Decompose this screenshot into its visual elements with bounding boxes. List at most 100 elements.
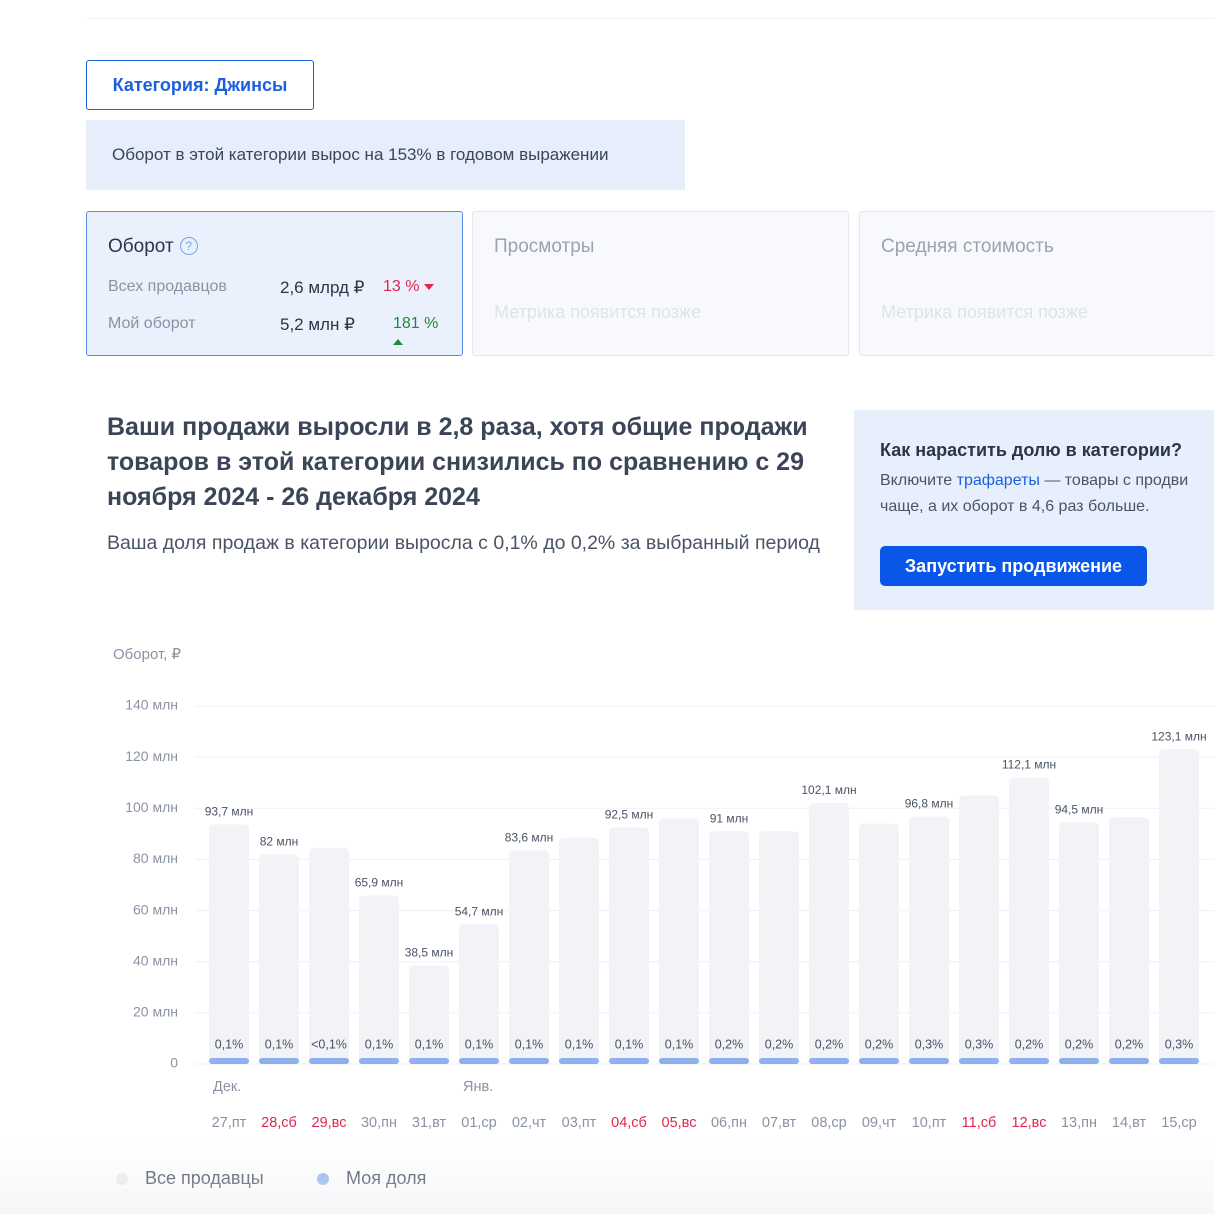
month-label: Дек. [213,1079,241,1095]
share-label: 0,2% [1065,1037,1094,1051]
share-label: 0,2% [1115,1037,1144,1051]
y-tick-label: 140 млн [125,697,178,713]
card-note: Метрика появится позже [494,302,701,322]
promo-box: Как нарастить долю в категории? Включите… [854,410,1214,610]
x-tick-label: 13,пн [1061,1115,1097,1131]
promo-text-part: Включите [880,472,957,489]
change-text: 181 % [393,315,439,332]
share-pill [959,1058,999,1064]
share-pill [909,1058,949,1064]
legend-marker [317,1173,329,1185]
share-pill [359,1058,399,1064]
subheadline: Ваша доля продаж в категории выросла с 0… [107,532,820,554]
x-tick-label: 11,сб [962,1115,997,1131]
change-text: 13 % [383,278,420,295]
metric-label: Всех продавцов [108,278,227,295]
metric-change: 13 % [383,278,434,296]
share-pill [759,1058,799,1064]
bar [309,847,349,1064]
value-label: 92,5 млн [605,808,654,822]
share-pill [709,1058,749,1064]
y-tick-label: 120 млн [125,748,178,764]
x-tick-label: 15,ср [1161,1115,1196,1131]
metric-change: 181 % [393,315,448,351]
bar [709,831,749,1064]
bar [909,816,949,1064]
views-card[interactable]: Просмотры Метрика появится позже [472,211,849,356]
legend-marker [116,1173,128,1185]
x-tick-label: 02,чт [512,1115,547,1131]
bar [409,965,449,1064]
y-axis-title: Оборот, ₽ [113,646,181,663]
x-tick-label: 14,вт [1112,1115,1147,1131]
y-tick-label: 80 млн [133,850,178,866]
promo-text: чаще, а их оборот в 4,6 раз больше. [880,498,1150,515]
metric-row: Мой оборот 5,2 млн ₽ 181 % [108,315,448,345]
headline: Ваши продажи выросли в 2,8 раза, хотя об… [107,413,808,511]
x-tick-label: 29,вс [312,1115,347,1131]
value-label: 38,5 млн [405,946,454,960]
banner: Оборот в этой категории вырос на 153% в … [86,120,685,190]
share-pill [1009,1058,1049,1064]
share-label: 0,1% [365,1037,394,1051]
share-pill [1109,1058,1149,1064]
card-note: Метрика появится позже [881,302,1088,322]
promo-title: Как нарастить долю в категории? [880,440,1182,460]
share-label: 0,1% [565,1037,594,1051]
share-pill [859,1058,899,1064]
category-button[interactable]: Категория: Джинсы [86,60,314,110]
value-label: 65,9 млн [355,876,404,890]
card-title: Просмотры [494,236,595,257]
share-pill [559,1058,599,1064]
metric-value: 5,2 млн ₽ [280,315,355,334]
legend-label: Моя доля [346,1168,426,1188]
bar [1009,777,1049,1064]
share-pill [209,1058,249,1064]
x-tick-label: 28,сб [261,1115,297,1131]
value-label: 91 млн [710,811,749,825]
card-title-text: Оборот [108,236,174,257]
metric-row: Всех продавцов 2,6 млрд ₽ 13 % [108,278,448,297]
x-tick-label: 09,чт [862,1115,897,1131]
x-tick-label: 03,пт [562,1115,597,1131]
avg-price-card[interactable]: Средняя стоимость Метрика появится позже [859,211,1214,356]
x-tick-label: 06,пн [711,1115,747,1131]
legend-label: Все продавцы [145,1168,264,1188]
promo-text: Включите трафареты — товары с продви [880,472,1188,490]
share-label: 0,1% [665,1037,694,1051]
share-pill [309,1058,349,1064]
help-icon[interactable]: ? [179,237,198,255]
bar [659,818,699,1064]
bar [859,823,899,1064]
share-pill [259,1058,299,1064]
x-tick-label: 07,вт [762,1115,797,1131]
y-tick-label: 0 [170,1055,178,1071]
value-label: 94,5 млн [1055,803,1104,817]
x-tick-label: 12,вс [1012,1115,1047,1131]
value-label: 112,1 млн [1002,758,1056,772]
month-label: Янв. [463,1079,493,1095]
turnover-card[interactable]: Оборот? Всех продавцов 2,6 млрд ₽ 13 % М… [86,211,463,356]
promo-button[interactable]: Запустить продвижение [880,546,1147,586]
share-label: 0,2% [765,1037,794,1051]
share-pill [459,1058,499,1064]
promo-link[interactable]: трафареты [956,472,1040,489]
y-tick-label: 60 млн [133,901,178,917]
bar [759,831,799,1064]
share-label: 0,2% [865,1037,894,1051]
y-tick-label: 40 млн [133,952,178,968]
x-tick-label: 10,пт [912,1115,947,1131]
value-label: 102,1 млн [801,783,856,797]
share-label: 0,2% [715,1037,744,1051]
share-label: 0,1% [265,1037,294,1051]
value-label: 83,6 млн [505,830,554,844]
share-label: 0,1% [465,1037,494,1051]
metric-label: Мой оборот [108,315,196,332]
bar [459,924,499,1064]
promo-text-part: — товары с продви [1039,472,1189,489]
share-pill [609,1058,649,1064]
down-arrow [423,284,434,290]
metric-value: 2,6 млрд ₽ [280,278,365,297]
share-label: <0,1% [311,1037,347,1051]
value-label: 82 млн [260,834,299,848]
